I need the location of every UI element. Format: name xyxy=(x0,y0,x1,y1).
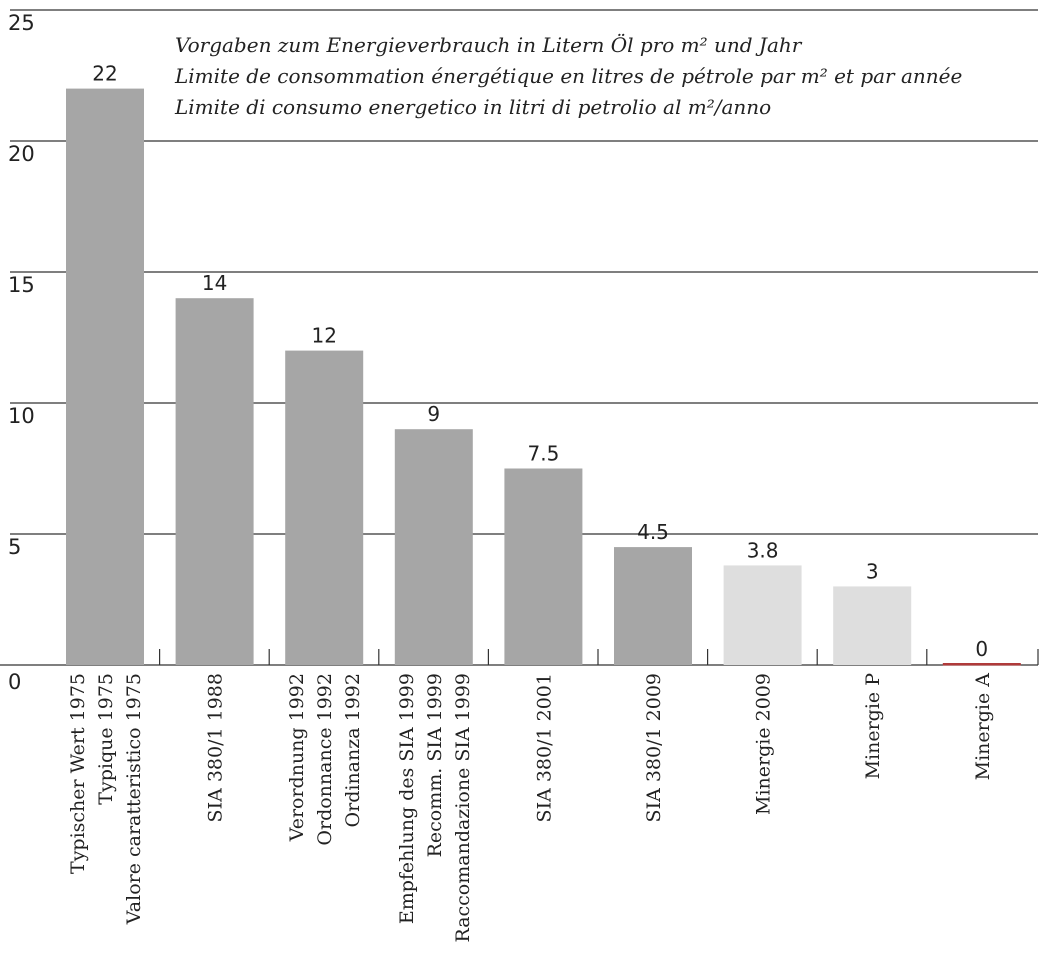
y-tick-label-5: 5 xyxy=(8,535,21,559)
y-tick-label-20: 20 xyxy=(8,142,35,166)
bar-2 xyxy=(285,350,364,665)
annotation: Vorgaben zum Energieverbrauch in Litern … xyxy=(174,32,962,119)
category-label-3-2: Raccomandazione SIA 1999 xyxy=(452,673,474,943)
category-label-1-0: SIA 380/1 1988 xyxy=(205,673,227,822)
bar-0 xyxy=(66,88,144,666)
data-label-4: 7.5 xyxy=(527,442,559,466)
y-tick-label-25: 25 xyxy=(8,11,35,35)
data-label-0: 22 xyxy=(92,62,117,86)
category-label-8-0: Minergie A xyxy=(972,673,994,781)
bar-3 xyxy=(394,429,473,665)
data-label-2: 12 xyxy=(311,324,336,348)
annotation-line-2: Limite di consumo energetico in litri di… xyxy=(174,95,771,119)
data-label-1: 14 xyxy=(202,271,227,295)
category-label-4-0: SIA 380/1 2001 xyxy=(533,673,555,822)
y-axis: 0 5 10 15 20 25 xyxy=(8,11,1039,694)
data-label-6: 3.8 xyxy=(747,538,779,562)
category-labels: Typischer Wert 1975 Typique 1975 Valore ca… xyxy=(67,673,994,943)
bars xyxy=(66,88,1021,666)
bar-1 xyxy=(175,298,254,665)
category-label-0-2: Valore caratteristico 1975 xyxy=(123,673,145,925)
y-tick-label-15: 15 xyxy=(8,273,35,297)
category-label-2-1: Ordonnance 1992 xyxy=(314,673,336,846)
y-tick-label-0: 0 xyxy=(8,670,21,694)
category-label-0-1: Typique 1975 xyxy=(95,673,117,805)
data-label-8: 0 xyxy=(975,637,988,661)
annotation-line-0: Vorgaben zum Energieverbrauch in Litern … xyxy=(175,32,803,57)
data-label-7: 3 xyxy=(866,559,879,583)
category-label-7-0: Minergie P xyxy=(862,673,884,780)
category-label-2-0: Verordnung 1992 xyxy=(286,673,308,842)
category-label-2-2: Ordinanza 1992 xyxy=(342,673,364,827)
bar-6 xyxy=(723,565,802,665)
category-label-6-0: Minergie 2009 xyxy=(753,673,775,815)
bar-8 xyxy=(942,663,1021,666)
data-label-3: 9 xyxy=(427,402,440,426)
category-label-0-0: Typischer Wert 1975 xyxy=(67,673,89,874)
bar-5 xyxy=(614,547,692,665)
bar-7 xyxy=(833,586,912,665)
annotation-line-1: Limite de consommation énergétique en li… xyxy=(174,64,962,88)
category-label-3-0: Empfehlung des SIA 1999 xyxy=(396,673,418,924)
y-tick-label-10: 10 xyxy=(8,404,35,428)
category-label-5-0: SIA 380/1 2009 xyxy=(643,673,665,822)
data-labels: 22 14 12 9 7.5 4.5 3.8 3 0 xyxy=(92,62,988,661)
data-label-5: 4.5 xyxy=(637,520,669,544)
bar-4 xyxy=(504,468,583,665)
category-label-3-1: Recomm. SIA 1999 xyxy=(424,673,446,857)
